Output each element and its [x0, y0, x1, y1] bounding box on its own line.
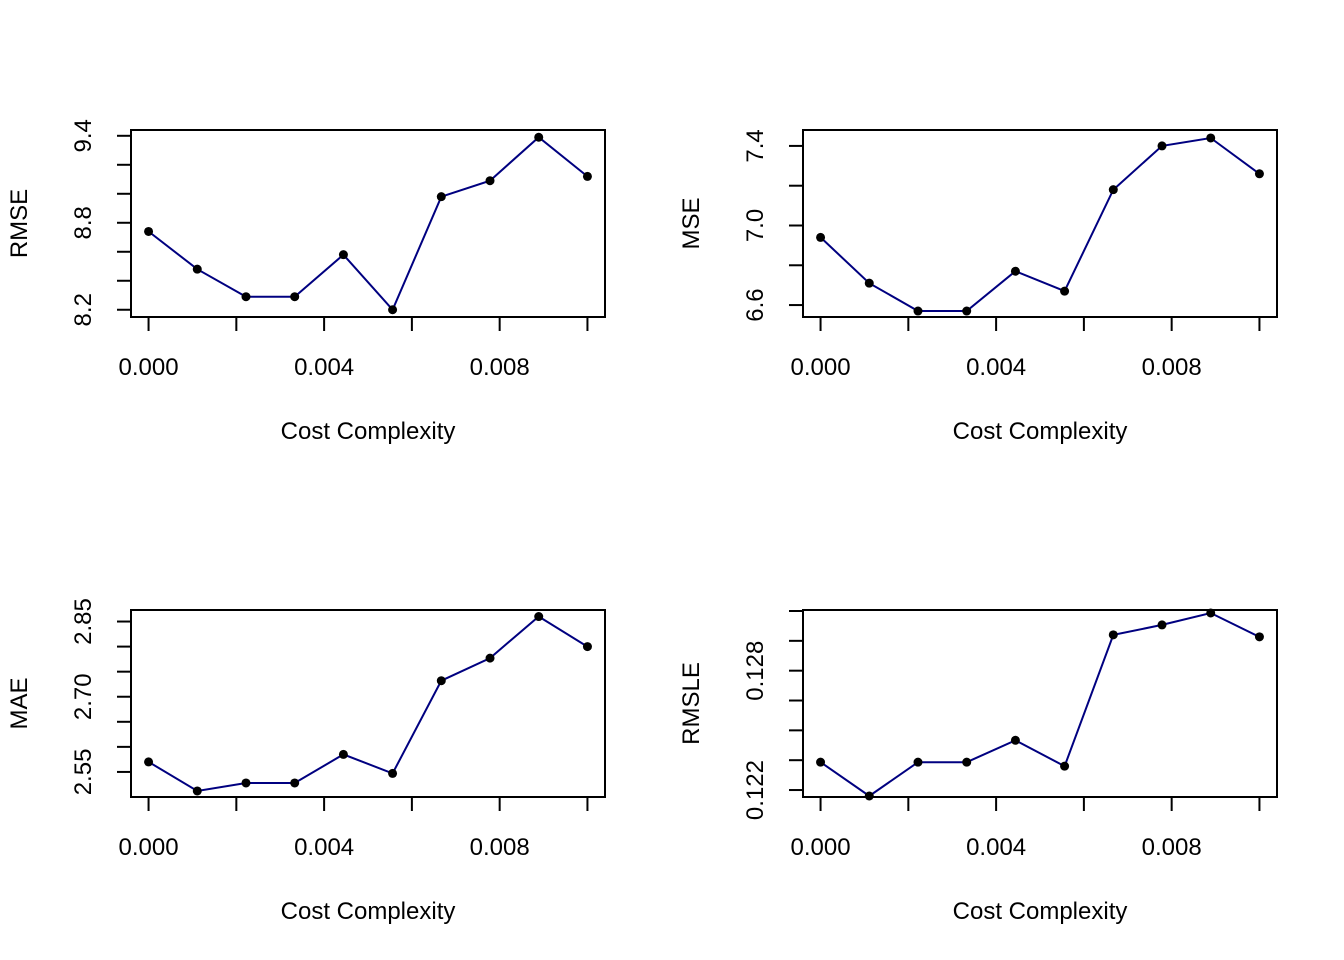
mae-series-line: [148, 615, 588, 793]
rmse-x-tick-label: 0.004: [294, 354, 354, 381]
mae-data-point: [436, 676, 446, 686]
mae-data-point: [241, 778, 251, 788]
mae-y-tick-label: 2.55: [70, 749, 97, 796]
rmsle-data-point: [864, 791, 874, 801]
rmse-data-point: [338, 250, 348, 260]
rmsle-y-axis-title: RMSLE: [678, 662, 705, 745]
mse-data-point: [1254, 169, 1264, 179]
mse-data-point: [1010, 266, 1020, 276]
rmsle-data-point: [1060, 761, 1070, 771]
rmsle-plot-frame: [802, 609, 1278, 798]
rmse-y-axis-title: RMSE: [6, 189, 33, 258]
mse-plot-frame: [802, 129, 1278, 318]
mae-y-axis-title: MAE: [6, 677, 33, 729]
rmse-data-point: [241, 292, 251, 302]
rmse-x-axis-title: Cost Complexity: [281, 418, 456, 445]
rmsle-data-point: [1206, 608, 1216, 618]
mse-data-point: [1206, 133, 1216, 143]
rmse-data-point: [436, 192, 446, 202]
mse-series-line: [819, 136, 1260, 312]
panel-rmsle: 0.000 0.004 0.008 0.122 0.128 Cost Complexity…: [678, 608, 1278, 925]
mse-x-axis-title: Cost Complexity: [953, 418, 1128, 445]
rmsle-data-point: [1108, 630, 1118, 640]
mse-y-tick-label: 7.0: [742, 209, 769, 242]
rmse-y-tick-label: 8.8: [70, 206, 97, 239]
mae-data-point: [534, 612, 544, 622]
mse-data-point: [913, 306, 923, 316]
mse-data-point: [1157, 141, 1167, 151]
rmse-x-tick-label: 0.008: [470, 354, 530, 381]
rmse-plot-frame: [130, 129, 606, 318]
rmse-data-point: [582, 171, 592, 181]
rmse-series-line: [147, 135, 589, 312]
mae-data-point: [290, 778, 300, 788]
mse-y-tick-label: 7.4: [742, 129, 769, 162]
rmsle-x-tick-label: 0.008: [1142, 834, 1202, 861]
mse-data-point: [1060, 286, 1070, 296]
rmsle-y-tick-label: 0.122: [742, 760, 769, 820]
mse-x-tick-label: 0.000: [791, 354, 851, 381]
mse-data-point: [1108, 185, 1118, 195]
rmse-data-point: [485, 176, 495, 186]
mae-x-tick-label: 0.000: [119, 834, 179, 861]
mae-data-point: [144, 757, 154, 767]
rmsle-data-point: [1254, 632, 1264, 642]
mse-data-point: [962, 306, 972, 316]
mse-y-axis-title: MSE: [678, 197, 705, 249]
mae-plot-frame: [130, 609, 606, 798]
rmsle-x-tick-label: 0.004: [966, 834, 1026, 861]
mse-x-tick-label: 0.008: [1142, 354, 1202, 381]
rmsle-series-line: [820, 611, 1260, 798]
mae-data-point: [582, 642, 592, 652]
rmsle-data-point: [816, 757, 826, 767]
rmse-data-point: [144, 226, 154, 236]
mae-x-tick-label: 0.008: [470, 834, 530, 861]
rmsle-data-point: [1157, 620, 1167, 630]
rmse-data-point: [534, 132, 544, 142]
rmsle-x-axis-title: Cost Complexity: [953, 898, 1128, 925]
mse-x-tick-label: 0.004: [966, 354, 1026, 381]
panel-mae: 0.000 0.004 0.008 2.55 2.70 2.85 Cost Complexi…: [6, 598, 606, 925]
rmse-data-point: [192, 264, 202, 274]
mae-y-tick-label: 2.70: [70, 673, 97, 720]
rmse-data-point: [290, 292, 300, 302]
mse-data-point: [864, 278, 874, 288]
mae-y-tick-label: 2.85: [70, 598, 97, 645]
rmsle-data-point: [913, 757, 923, 767]
panel-rmse: 0.000 0.004 0.008 8.2 8.8 9.4 Cost Complexity R…: [6, 119, 606, 445]
panel-mse: 0.000 0.004 0.008 6.6 7.0 7.4 Cost Complexity M…: [678, 129, 1278, 445]
mse-data-point: [816, 232, 826, 242]
rmsle-data-point: [962, 757, 972, 767]
rmse-x-tick-label: 0.000: [119, 354, 179, 381]
rmse-data-point: [388, 305, 398, 315]
mae-x-axis-title: Cost Complexity: [281, 898, 456, 925]
mae-data-point: [485, 653, 495, 663]
rmse-y-tick-label: 9.4: [70, 119, 97, 152]
mae-x-tick-label: 0.004: [294, 834, 354, 861]
rmse-y-tick-label: 8.2: [70, 293, 97, 326]
mae-data-point: [338, 749, 348, 759]
mae-data-point: [388, 768, 398, 778]
mse-y-tick-label: 6.6: [742, 288, 769, 321]
rmsle-data-point: [1010, 735, 1020, 745]
mae-data-point: [192, 786, 202, 796]
rmsle-x-tick-label: 0.000: [791, 834, 851, 861]
rmsle-y-tick-label: 0.128: [742, 641, 769, 701]
